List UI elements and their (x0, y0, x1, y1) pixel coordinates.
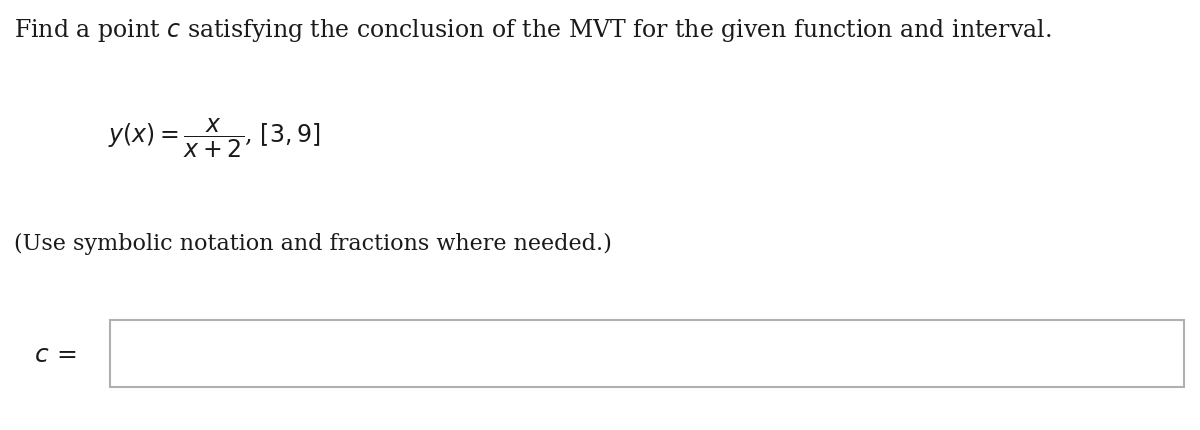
FancyBboxPatch shape (110, 320, 1184, 387)
Text: Find a point $c$ satisfying the conclusion of the MVT for the given function and: Find a point $c$ satisfying the conclusi… (14, 17, 1052, 44)
Text: $c\,=$: $c\,=$ (34, 343, 77, 366)
Text: (Use symbolic notation and fractions where needed.): (Use symbolic notation and fractions whe… (14, 232, 612, 254)
Text: $y(x) = \dfrac{x}{x+2}$, $[3, 9]$: $y(x) = \dfrac{x}{x+2}$, $[3, 9]$ (108, 116, 320, 160)
